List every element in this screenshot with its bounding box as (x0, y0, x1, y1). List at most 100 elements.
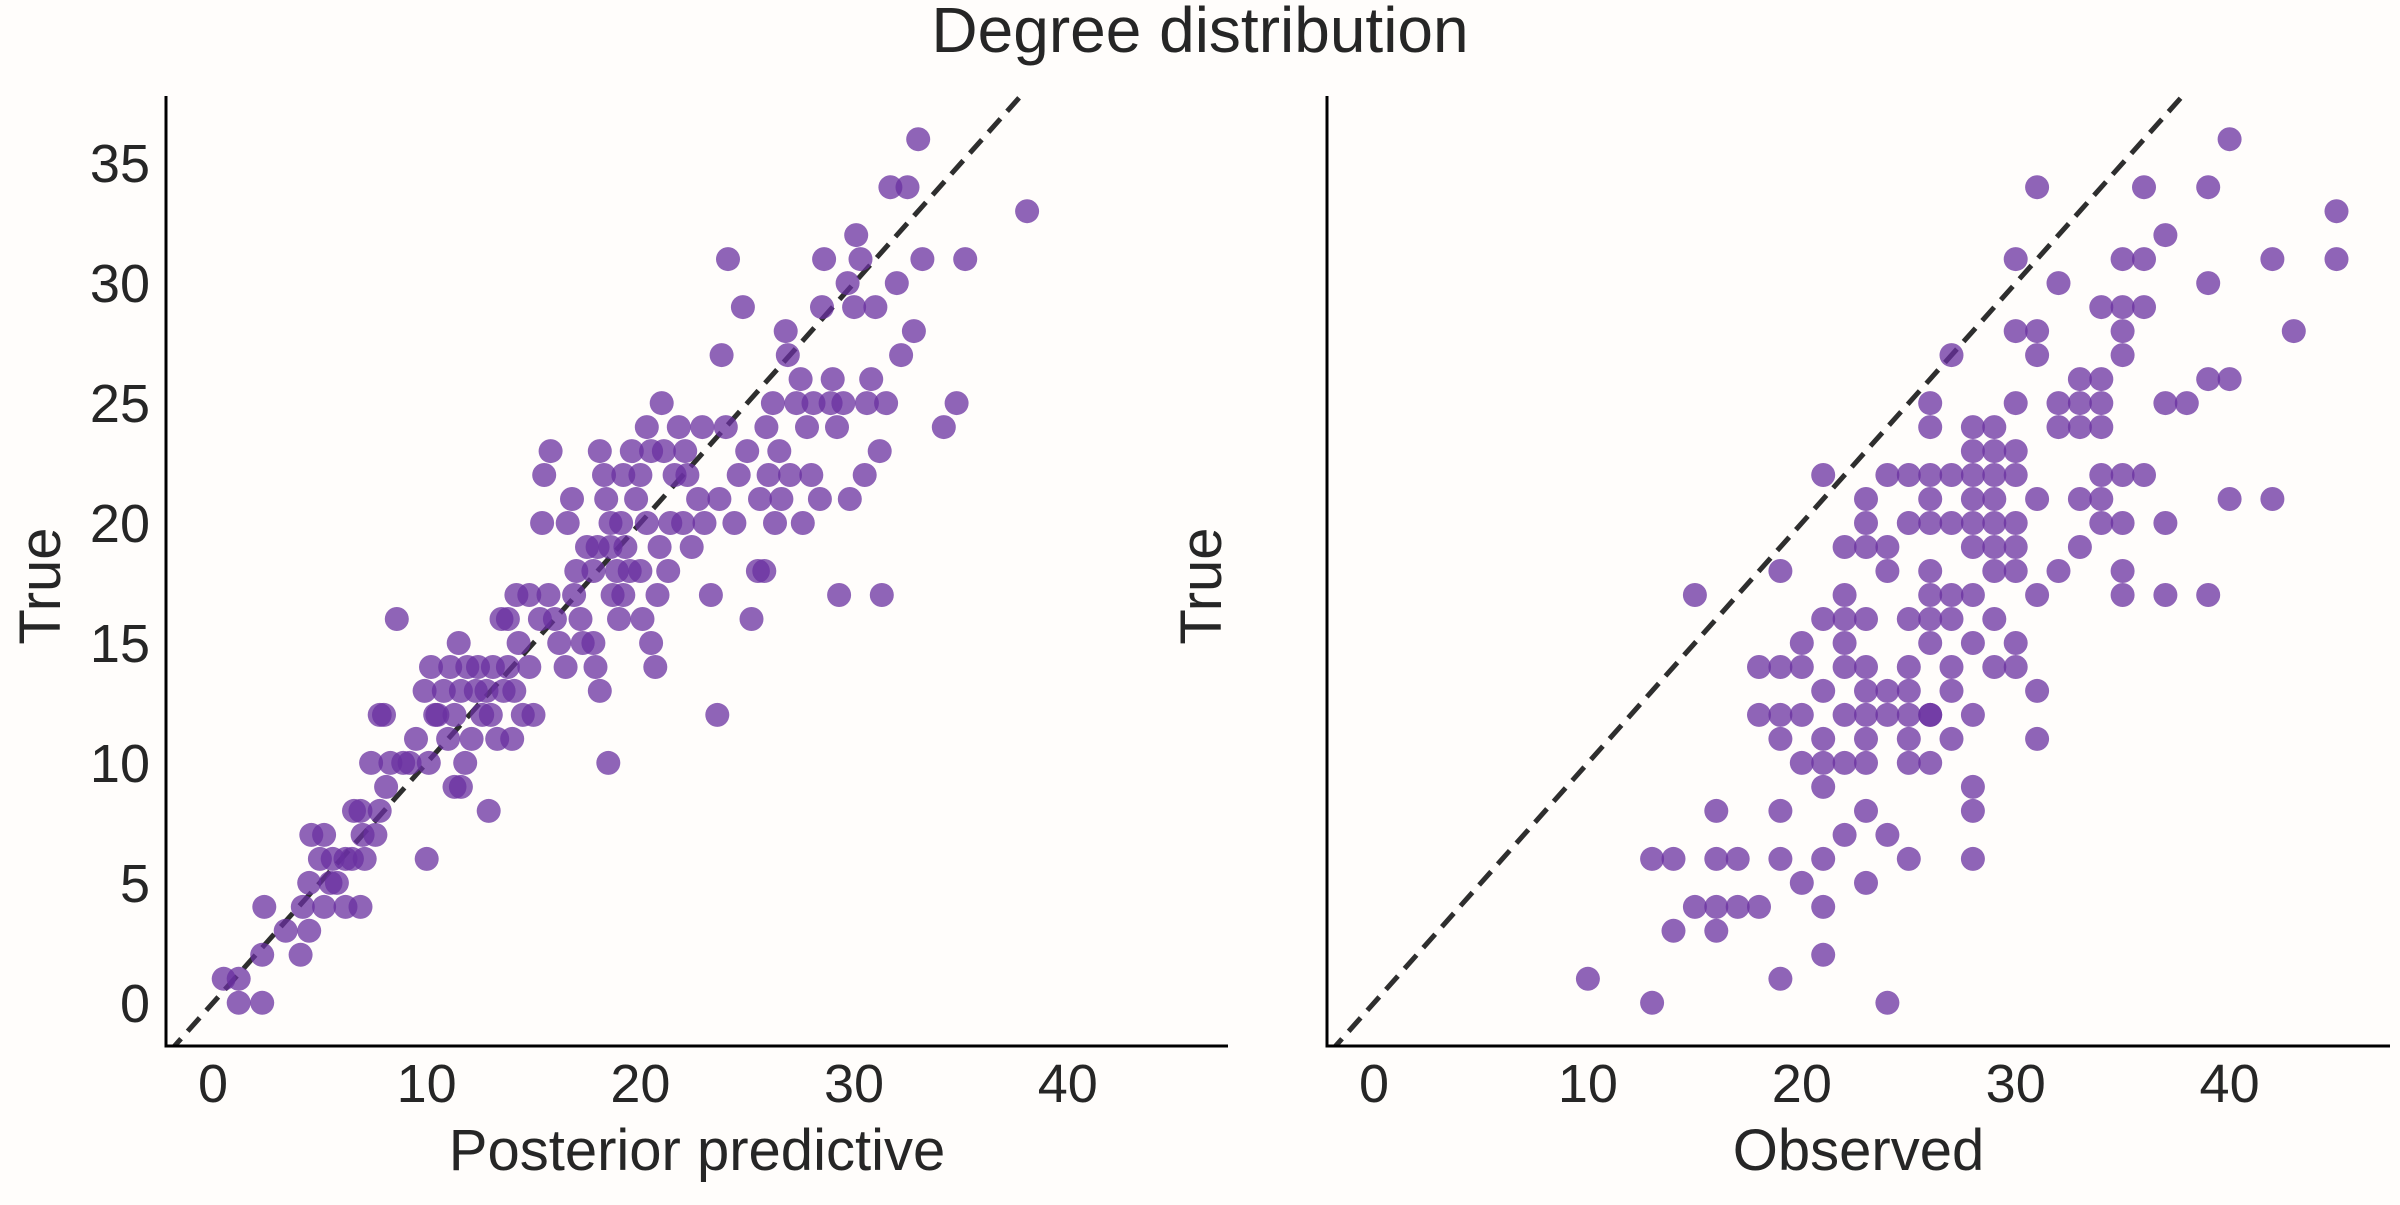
left-data-point (538, 439, 563, 464)
right-data-point (2067, 415, 2092, 440)
left-data-point (820, 367, 845, 392)
left-data-point (431, 678, 456, 703)
right-data-point (1939, 726, 1964, 751)
right-data-point (1918, 631, 1943, 655)
left-data-point (790, 511, 815, 535)
right-data-point (2003, 439, 2028, 464)
right-data-point (2003, 655, 2028, 679)
right-data-point (1575, 966, 1600, 991)
right-data-point (2089, 415, 2114, 440)
right-data-point (1982, 607, 2007, 631)
left-data-point (709, 343, 734, 368)
left-data-point (869, 583, 894, 607)
right-data-point (1960, 798, 1985, 823)
left-data-point (288, 942, 313, 967)
left-data-point (788, 367, 813, 392)
right-data-point (1768, 726, 1793, 751)
left-data-point (611, 583, 636, 607)
right-data-point (1832, 750, 1857, 775)
left-data-point (673, 439, 698, 464)
left-data-point (705, 702, 730, 727)
right-data-point (2217, 487, 2242, 511)
left-y-tick-label: 35 (90, 134, 150, 194)
left-data-point (324, 870, 349, 895)
right-data-point (2067, 391, 2092, 416)
left-data-point (553, 655, 578, 679)
right-data-point (1789, 702, 1814, 727)
right-data-point (1896, 463, 1921, 487)
right-x-axis-label: Observed (1733, 1118, 1984, 1183)
left-y-tick-label: 15 (90, 614, 150, 674)
right-data-point (1896, 678, 1921, 703)
right-data-point (2110, 511, 2135, 535)
right-data-point (2153, 511, 2178, 535)
left-data-point (831, 391, 856, 416)
left-data-point (587, 439, 612, 464)
right-data-point (1768, 846, 1793, 871)
left-data-point (592, 463, 616, 487)
right-data-point (1960, 583, 1985, 607)
right-data-point (2025, 343, 2050, 368)
right-data-point (1854, 487, 1878, 511)
right-data-point (1982, 511, 2007, 535)
left-data-point (895, 175, 920, 200)
right-x-tick-label: 10 (1558, 1054, 1618, 1114)
right-data-point (1789, 870, 1814, 895)
left-data-point (517, 583, 542, 607)
right-data-point (2067, 535, 2092, 559)
left-data-point (250, 942, 275, 967)
left-panel: 0 10 20 30 40 0 5 10 15 20 25 30 35 Posterior predict… (8, 96, 1228, 1183)
right-x-tick-label: 20 (1772, 1054, 1832, 1114)
right-data-point (1939, 343, 1964, 368)
right-data-point (1918, 463, 1943, 487)
left-data-point (906, 127, 931, 152)
right-data-point (2110, 463, 2135, 487)
right-data-point (1875, 463, 1900, 487)
right-data-point (1939, 678, 1964, 703)
right-data-point (2110, 319, 2135, 344)
left-x-tick-label: 40 (1038, 1054, 1098, 1114)
right-data-point (1982, 487, 2007, 511)
right-data-point (2046, 271, 2071, 296)
left-data-point (495, 607, 520, 631)
left-x-tick-label: 0 (198, 1054, 228, 1114)
left-data-point (607, 607, 631, 631)
left-data-point (767, 439, 792, 464)
left-y-tick-label: 20 (90, 494, 150, 554)
right-data-point (1982, 415, 2007, 440)
right-data-point (1747, 894, 1771, 919)
right-data-point (1939, 655, 1964, 679)
left-data-point (312, 822, 337, 847)
left-data-point (810, 295, 834, 320)
left-data-point (752, 559, 777, 583)
left-data-point (568, 607, 593, 631)
right-data-point (1832, 702, 1857, 727)
left-y-tick-label: 0 (120, 974, 150, 1034)
right-data-point (1768, 559, 1793, 583)
right-data-point (1811, 846, 1836, 871)
left-data-point (634, 415, 659, 440)
right-data-point (1918, 583, 1943, 607)
left-x-tick-label: 10 (397, 1054, 457, 1114)
left-data-point (799, 463, 824, 487)
left-y-tick-label: 5 (120, 854, 150, 914)
right-data-point (1811, 750, 1836, 775)
right-data-point (2217, 367, 2242, 392)
left-data-point (448, 774, 473, 799)
left-points (211, 127, 1040, 1015)
left-data-point (530, 511, 555, 535)
right-data-point (1789, 631, 1814, 655)
left-data-point (825, 415, 849, 440)
right-data-point (1854, 655, 1878, 679)
right-data-point (2025, 583, 2050, 607)
right-data-point (2003, 535, 2028, 559)
left-data-point (419, 655, 443, 679)
left-data-point (754, 415, 779, 440)
right-data-point (1896, 511, 1921, 535)
right-data-point (1939, 583, 1964, 607)
left-y-tick-label: 10 (90, 734, 150, 794)
left-data-point (852, 463, 877, 487)
left-data-point (536, 583, 561, 607)
right-data-point (2132, 247, 2156, 272)
